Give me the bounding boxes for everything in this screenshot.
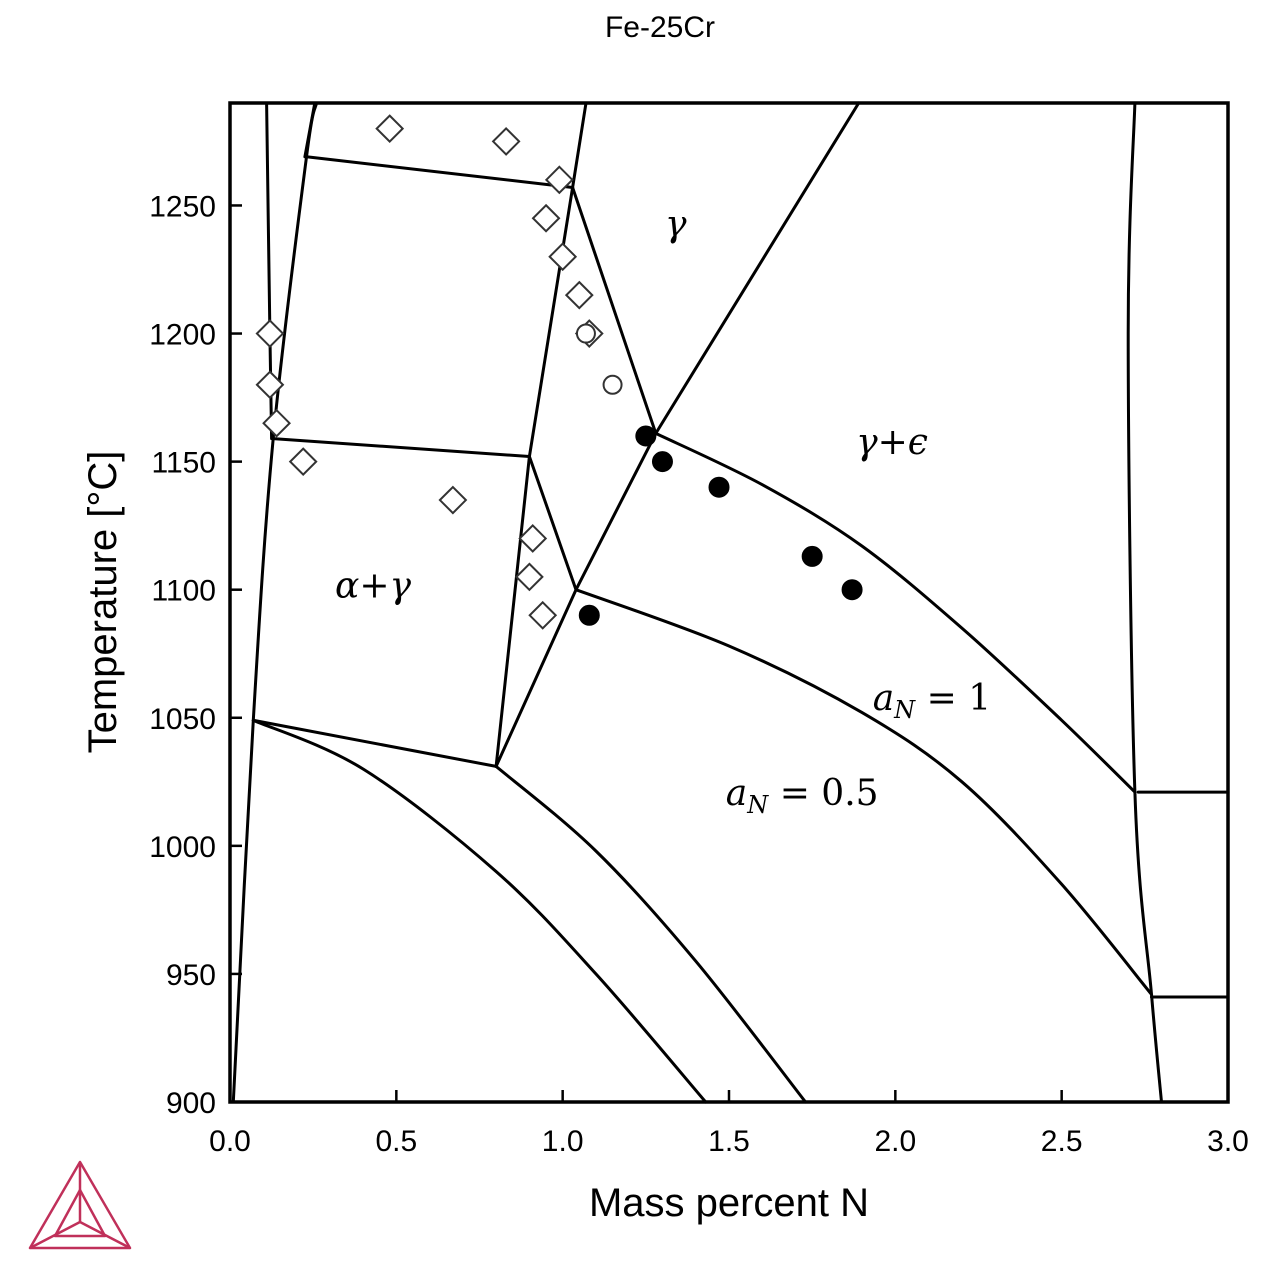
region-labels: α+γ γ γ+ϵ aN = 1 aN = 0.5 (335, 204, 991, 819)
x-tick-label: 2.0 (874, 1125, 916, 1158)
x-tick-label: 0.0 (209, 1125, 251, 1158)
y-tick-label: 1050 (149, 703, 216, 736)
phase-boundary-4 (571, 101, 588, 189)
open-circle-marker (575, 323, 596, 344)
y-axis-label: Temperature [°C] (81, 451, 125, 754)
diamond-marker (528, 600, 558, 630)
phase-boundary-14 (251, 718, 708, 1104)
phase-boundary-2 (303, 101, 317, 159)
diamond-marker (255, 319, 285, 348)
y-tick-label: 1000 (149, 831, 216, 864)
y-tick-label: 1250 (149, 190, 216, 223)
y-tick-label: 1150 (151, 447, 216, 480)
phase-boundary-8 (527, 455, 578, 592)
filled-circle-marker (578, 604, 600, 626)
diamond-marker (564, 280, 594, 310)
phase-boundary-9 (571, 186, 658, 435)
phase-boundary-13 (574, 588, 1153, 996)
phase-boundary-15 (494, 764, 807, 1104)
x-axis-label: Mass percent N (589, 1181, 869, 1225)
open-circle-marker (602, 374, 623, 395)
region-label-0: α+γ (335, 565, 411, 606)
phase-boundary-0 (231, 101, 318, 1104)
phase-boundary-lines (231, 101, 1230, 1104)
diamond-marker (491, 127, 521, 156)
chart-title: Fe-25Cr (605, 11, 715, 44)
filled-circle-marker (708, 476, 730, 498)
region-label-3: aN = 1 (873, 678, 991, 724)
filled-circle-marker (801, 545, 823, 567)
diamond-marker (544, 165, 574, 195)
diamond-marker (255, 370, 285, 400)
diamond-marker (375, 114, 405, 144)
filled-circle-marker (635, 425, 657, 447)
phase-boundary-12 (654, 431, 1137, 794)
filled-circle-marker (841, 579, 863, 601)
y-tick-label: 900 (166, 1087, 216, 1120)
region-label-2: γ+ϵ (856, 422, 928, 463)
phase-boundary-10 (654, 101, 861, 435)
phase-boundary-11 (494, 431, 658, 768)
region-label-4: aN = 0.5 (726, 773, 879, 819)
phase-boundary-7 (251, 718, 498, 768)
diamond-marker (288, 447, 318, 477)
data-markers (255, 114, 863, 630)
region-label-1: γ (665, 204, 687, 245)
diamond-marker (548, 242, 578, 272)
thermo-calc-logo (28, 1160, 132, 1250)
x-tick-label: 1.0 (542, 1125, 584, 1158)
phase-boundary-3 (305, 155, 575, 189)
y-tick-label: 1200 (149, 319, 216, 352)
x-tick-label: 1.5 (708, 1125, 750, 1158)
x-axis-ticks: 0.0 0.5 1.0 1.5 2.0 2.5 3.0 (209, 1090, 1249, 1158)
phase-boundary-1 (265, 101, 274, 441)
x-tick-label: 2.5 (1041, 1125, 1083, 1158)
diamond-marker (262, 408, 291, 438)
y-tick-label: 1100 (151, 575, 216, 608)
phase-boundary-6 (271, 437, 531, 458)
phase-boundary-16 (1126, 101, 1163, 1104)
filled-circle-marker (651, 451, 673, 473)
diamond-marker (514, 562, 544, 592)
x-tick-label: 3.0 (1207, 1125, 1249, 1158)
diamond-marker (518, 524, 548, 553)
y-tick-label: 950 (166, 959, 216, 992)
diamond-marker (438, 485, 468, 515)
diamond-marker (531, 203, 561, 233)
y-axis-ticks: 900 950 1000 1050 1100 1150 1200 1250 (149, 190, 242, 1120)
x-tick-label: 0.5 (375, 1125, 417, 1158)
